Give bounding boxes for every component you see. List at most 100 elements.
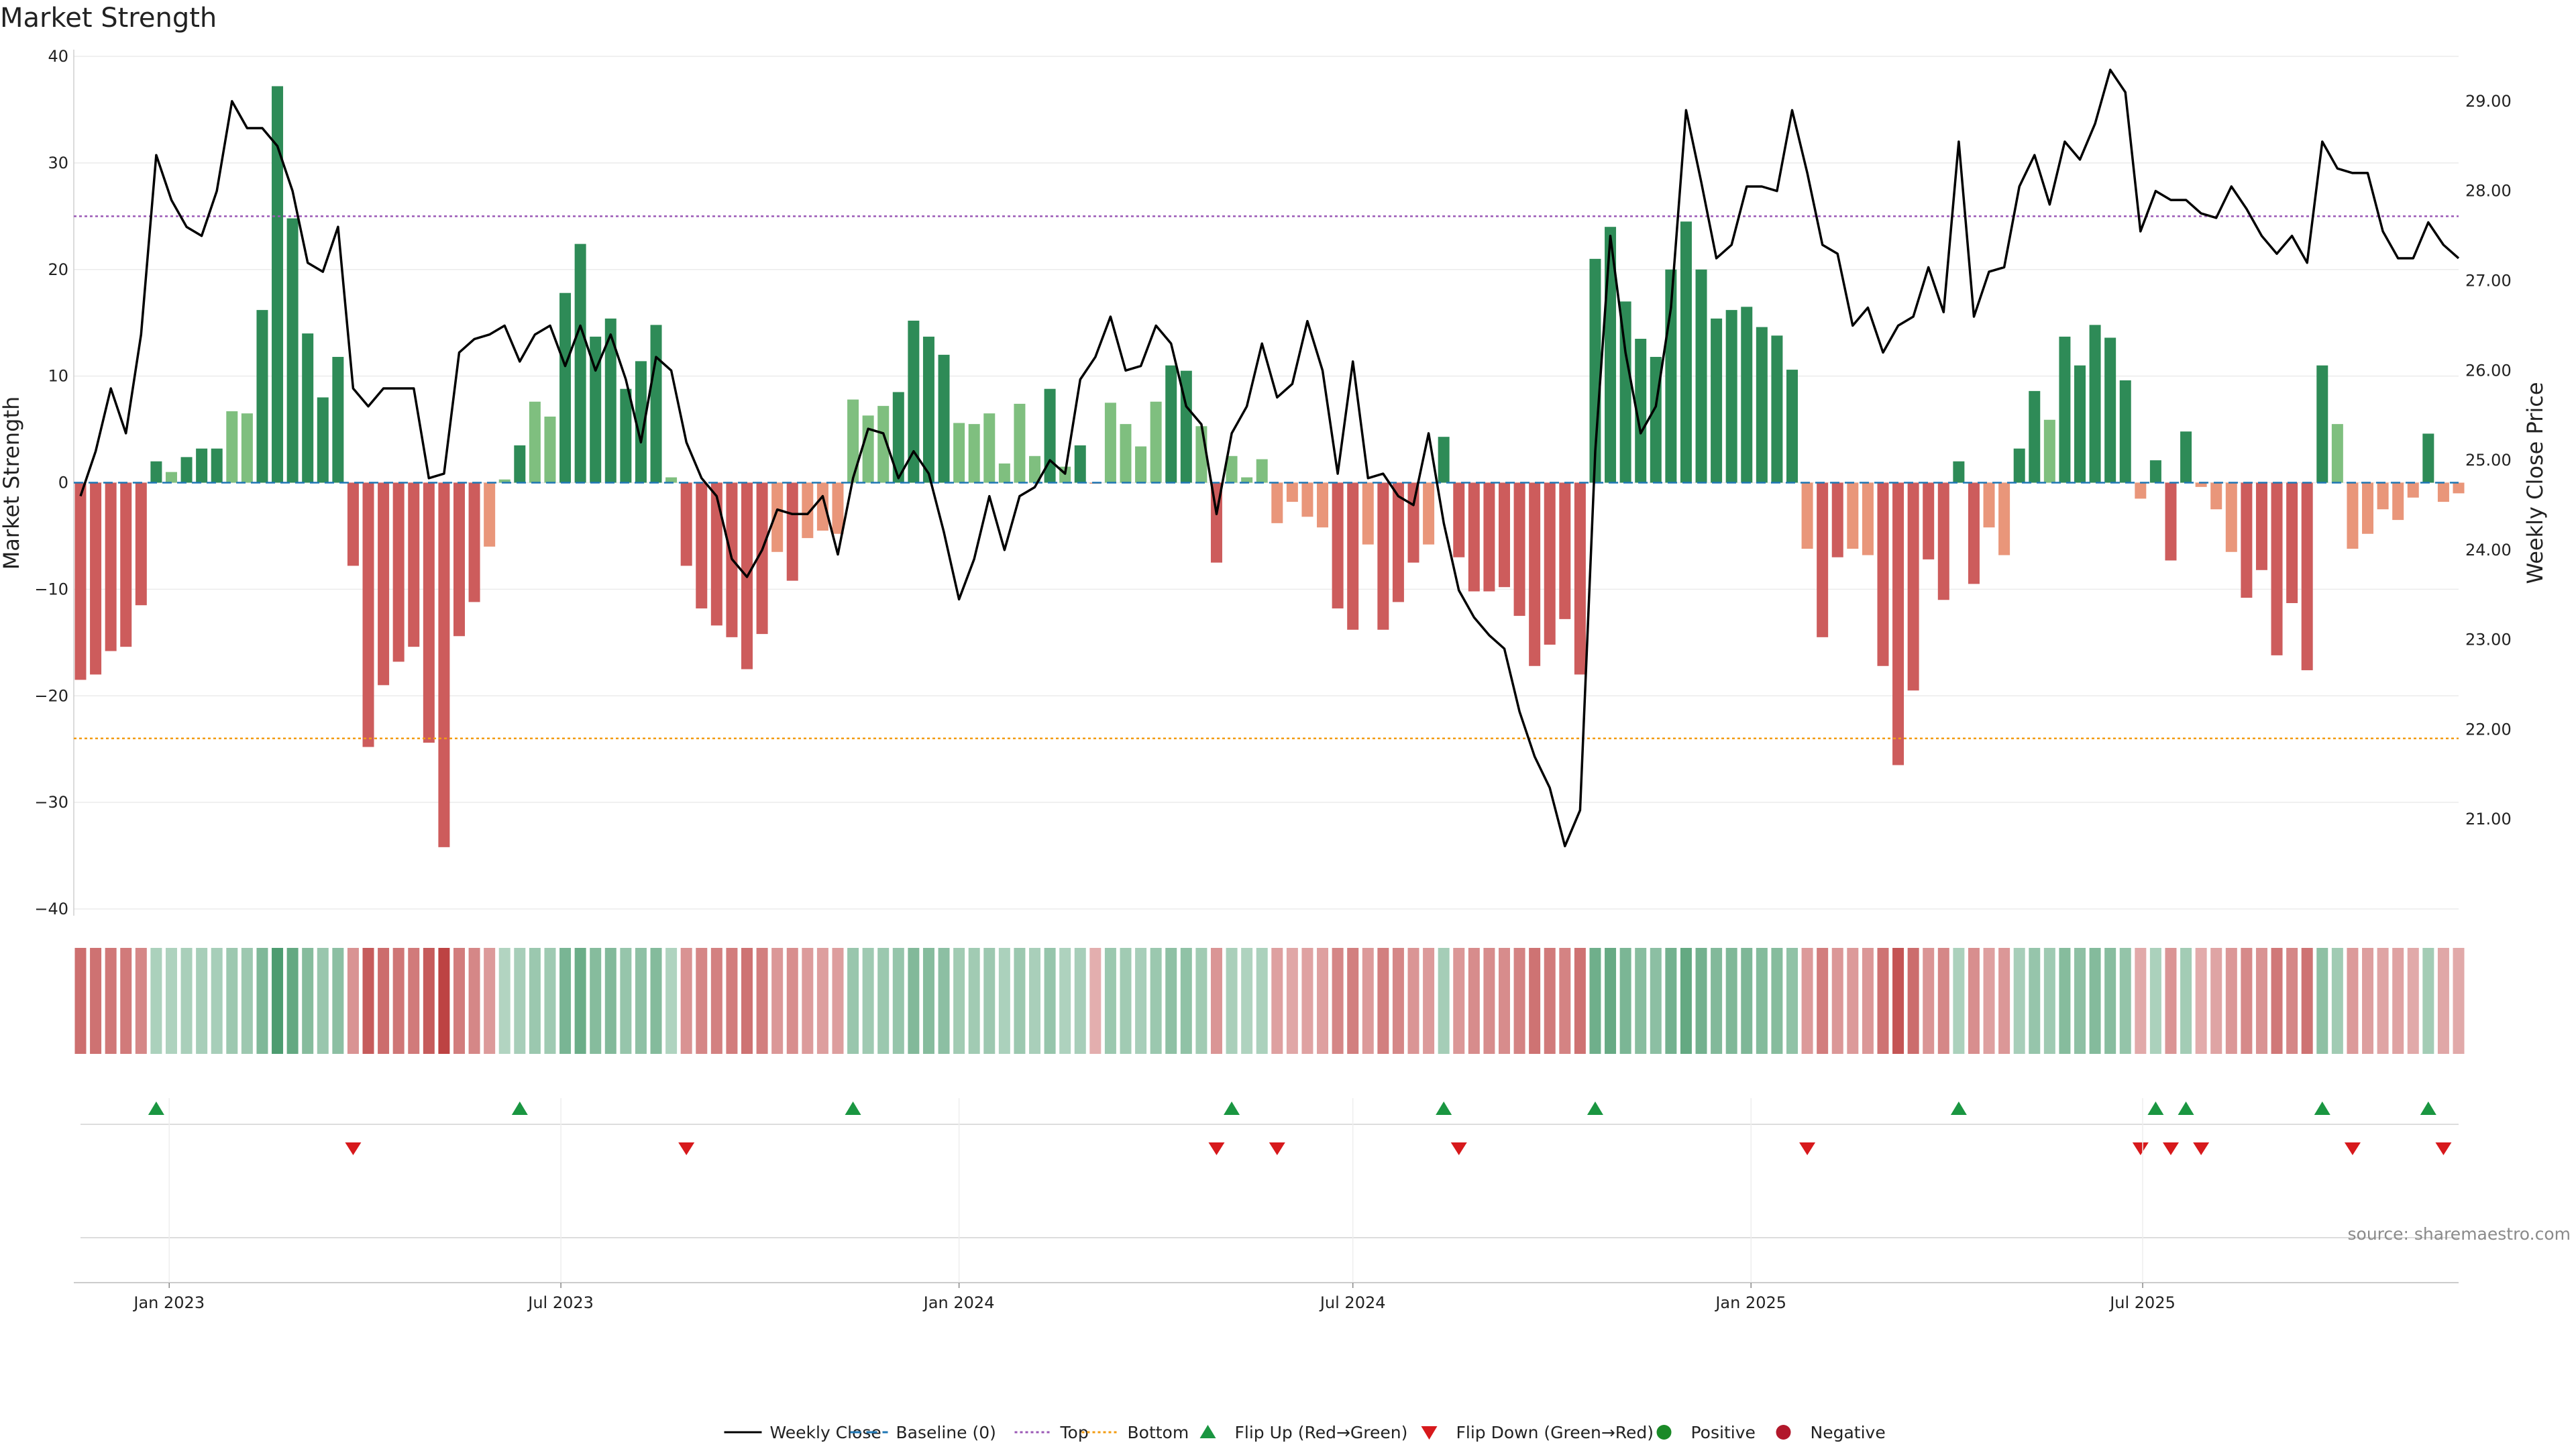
heat-cell — [2331, 948, 2343, 1054]
strength-bar — [1468, 482, 1480, 592]
heat-cell — [710, 948, 722, 1054]
strength-bar — [590, 336, 602, 483]
heat-cell — [983, 948, 996, 1054]
strength-bar — [2195, 482, 2207, 487]
strength-bar — [2407, 482, 2419, 498]
y-tick-label: 20 — [48, 260, 68, 279]
strength-bar — [1983, 482, 1995, 528]
heat-cell — [2241, 948, 2253, 1054]
heat-cell — [74, 948, 87, 1054]
strength-bar — [2422, 433, 2434, 483]
heat-cell — [2316, 948, 2328, 1054]
heat-cell — [302, 948, 314, 1054]
strength-bar — [2347, 482, 2359, 549]
flip-up-marker — [2314, 1102, 2330, 1115]
heat-cell — [2407, 948, 2419, 1054]
heat-cell — [665, 948, 678, 1054]
x-tick-label: Jan 2024 — [922, 1293, 995, 1312]
legend-item: Weekly Close — [724, 1423, 881, 1442]
heat-cell — [1907, 948, 1919, 1054]
strength-bar — [256, 310, 268, 483]
strength-bar — [120, 482, 132, 647]
strength-bar — [1786, 370, 1798, 483]
strength-bar — [635, 361, 647, 483]
heat-cell — [2135, 948, 2147, 1054]
y-tick-label: 0 — [58, 474, 68, 492]
heat-cell — [680, 948, 692, 1054]
heat-cell — [1165, 948, 1177, 1054]
legend-item: Positive — [1656, 1423, 1756, 1442]
heat-cell — [2271, 948, 2283, 1054]
strength-bar — [1968, 482, 1980, 584]
heat-cell — [1801, 948, 1813, 1054]
heat-cell — [1513, 948, 1525, 1054]
strength-bar — [1711, 318, 1723, 483]
heat-cell — [726, 948, 738, 1054]
strength-bar — [2301, 482, 2313, 671]
legend-item: Top — [1014, 1423, 1089, 1442]
heat-cell — [1665, 948, 1677, 1054]
strength-bar — [922, 336, 934, 483]
heat-cell — [2392, 948, 2404, 1054]
heat-cell — [1195, 948, 1208, 1054]
y-axis-title: Market Strength — [0, 396, 24, 570]
heat-cell — [1892, 948, 1904, 1054]
strength-bar — [604, 318, 616, 483]
y2-tick-label: 27.00 — [2465, 271, 2512, 290]
heat-cell — [1483, 948, 1495, 1054]
strength-bar — [816, 482, 828, 531]
strength-bar — [2059, 336, 2071, 483]
heat-cell — [2255, 948, 2267, 1054]
heat-cell — [392, 948, 405, 1054]
heat-cell — [1286, 948, 1298, 1054]
heat-cell — [226, 948, 238, 1054]
strength-bar — [1680, 221, 1692, 483]
legend-item: Flip Up (Red→Green) — [1199, 1423, 1407, 1442]
strength-bar — [1150, 401, 1162, 483]
strength-bar — [2119, 380, 2131, 483]
heat-cell — [332, 948, 344, 1054]
flip-down-marker — [2193, 1142, 2210, 1155]
heat-cell — [908, 948, 920, 1054]
strength-bar — [392, 482, 405, 662]
heat-cell — [1044, 948, 1056, 1054]
strength-bar — [317, 397, 329, 483]
heat-cell — [1635, 948, 1647, 1054]
strength-bar — [908, 321, 920, 483]
heat-cell — [1574, 948, 1586, 1054]
strength-bar — [1165, 365, 1177, 483]
heat-cell — [1271, 948, 1283, 1054]
strength-bar — [1301, 482, 1313, 517]
heat-cell — [2437, 948, 2449, 1054]
strength-bar — [453, 482, 465, 637]
heat-cell — [2165, 948, 2177, 1054]
strength-bar — [529, 401, 541, 483]
flip-up-marker — [1224, 1102, 1240, 1115]
heat-cell — [832, 948, 844, 1054]
strength-bar — [1271, 482, 1283, 523]
strength-bar — [1347, 482, 1359, 630]
strength-bar — [771, 482, 784, 552]
flip-up-marker — [2147, 1102, 2164, 1115]
strength-bar — [2255, 482, 2267, 570]
heat-cell — [256, 948, 268, 1054]
heat-cell — [211, 948, 223, 1054]
heat-cell — [362, 948, 374, 1054]
strength-bar — [2271, 482, 2283, 655]
strength-bar — [1074, 445, 1086, 483]
strength-bar — [2225, 482, 2237, 552]
heat-cell — [635, 948, 647, 1054]
strength-bar — [74, 482, 87, 680]
heat-cell — [408, 948, 420, 1054]
strength-bar — [1998, 482, 2010, 555]
heat-cell — [968, 948, 980, 1054]
heat-cell — [1605, 948, 1617, 1054]
flip-up-marker — [2178, 1102, 2194, 1115]
heat-cell — [2029, 948, 2041, 1054]
strength-bar — [847, 399, 859, 483]
heat-cell — [620, 948, 632, 1054]
strength-bar — [272, 86, 284, 483]
strength-bar — [1756, 327, 1768, 483]
strength-bar — [2089, 325, 2101, 483]
legend: Weekly Close Baseline (0) Top Bottom Flip Up… — [724, 1423, 1886, 1442]
